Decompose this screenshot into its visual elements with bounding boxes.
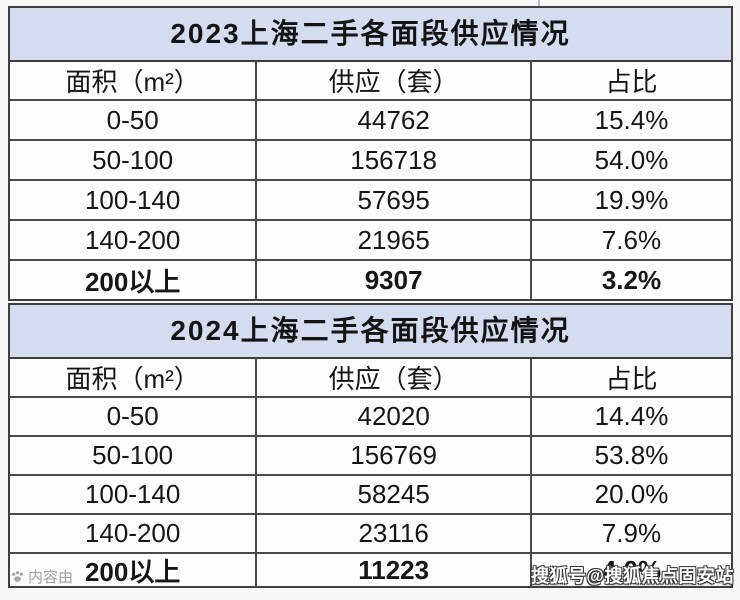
table-row: 0-50 42020 14.4% (10, 398, 731, 437)
table-row: 140-200 21965 7.6% (10, 221, 731, 261)
table-2023: 2023上海二手各面段供应情况 面积（m²） 供应（套） 占比 0-50 447… (8, 6, 733, 301)
header-share: 占比 (605, 67, 658, 97)
cell-area: 140-200 (10, 515, 258, 552)
cell-supply: 21965 (257, 221, 532, 259)
cell-share: 20.0% (594, 479, 669, 509)
cell-area: 0-50 (10, 101, 258, 139)
cell-share: 53.8% (594, 440, 669, 470)
cell-share: 7.9% (601, 518, 662, 548)
cell-share: 15.4% (594, 104, 669, 135)
cell-share: 3.2% (601, 264, 662, 295)
table-row: 100-140 57695 19.9% (10, 181, 731, 221)
cell-supply: 156769 (257, 437, 532, 474)
cell-share: 19.9% (594, 184, 669, 215)
cell-share: 4.0% (601, 554, 662, 585)
cell-supply: 42020 (257, 398, 532, 435)
table-row: 140-200 23116 7.9% (10, 515, 731, 554)
table-row: 0-50 44762 15.4% (10, 101, 731, 141)
table-2023-title: 2023上海二手各面段供应情况 (10, 8, 731, 62)
cell-area: 200以上 (10, 261, 258, 299)
table-2024-title: 2024上海二手各面段供应情况 (10, 305, 731, 359)
table-row: 200以上 9307 3.2% (10, 261, 731, 299)
cell-supply: 11223 (257, 554, 532, 586)
cell-area: 50-100 (10, 141, 258, 179)
cell-supply: 156718 (257, 141, 532, 179)
header-area: 面积（m²） (10, 359, 258, 396)
cell-share: 14.4% (594, 401, 669, 431)
cell-area: 50-100 (10, 437, 258, 474)
table-2023-header-row: 面积（m²） 供应（套） 占比 (10, 62, 731, 101)
top-crop-artifact (538, 0, 540, 7)
cell-area: 100-140 (10, 476, 258, 513)
cell-supply: 9307 (257, 261, 532, 299)
cell-share: 7.6% (601, 224, 662, 255)
header-area: 面积（m²） (10, 62, 258, 99)
header-supply: 供应（套） (257, 359, 532, 396)
cell-share: 54.0% (594, 144, 669, 175)
cell-area: 100-140 (10, 181, 258, 219)
cell-supply: 57695 (257, 181, 532, 219)
table-row: 100-140 58245 20.0% (10, 476, 731, 515)
header-supply: 供应（套） (257, 62, 532, 99)
header-share: 占比 (605, 364, 658, 394)
table-2024: 2024上海二手各面段供应情况 面积（m²） 供应（套） 占比 0-50 420… (8, 303, 733, 588)
table-row: 50-100 156718 54.0% (10, 141, 731, 181)
cell-supply: 58245 (257, 476, 532, 513)
cell-area: 0-50 (10, 398, 258, 435)
table-row: 200以上 11223 4.0% (10, 554, 731, 586)
table-2024-header-row: 面积（m²） 供应（套） 占比 (10, 359, 731, 398)
cell-area: 200以上 (10, 554, 258, 586)
cell-area: 140-200 (10, 221, 258, 259)
cell-supply: 44762 (257, 101, 532, 139)
cell-supply: 23116 (257, 515, 532, 552)
table-row: 50-100 156769 53.8% (10, 437, 731, 476)
